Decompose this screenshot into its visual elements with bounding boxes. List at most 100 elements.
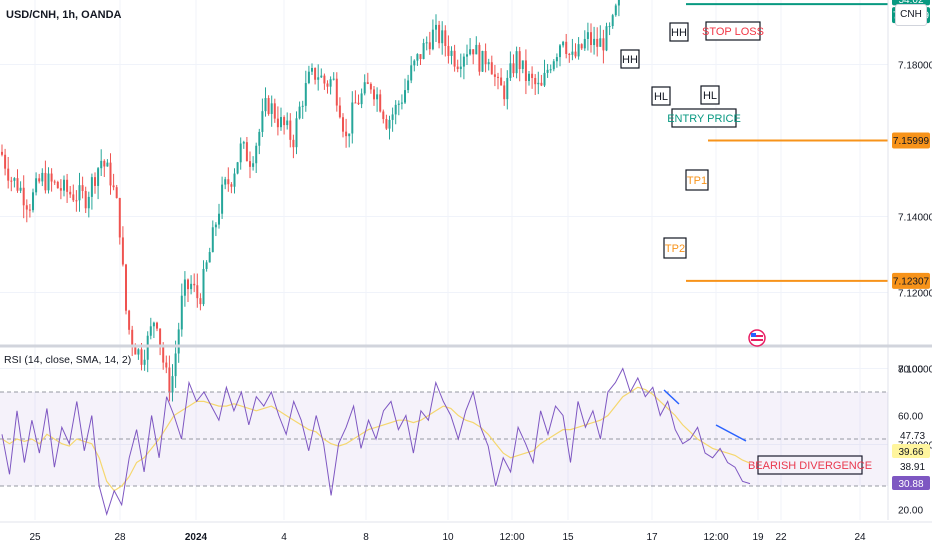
flag-icon[interactable] [748,329,766,347]
candle-body [500,77,503,86]
candle-body [524,60,527,81]
candle-body [187,279,189,290]
candle-body [453,50,456,67]
candle-body [456,66,459,70]
time-tick: 4 [281,532,287,543]
candle-body [376,94,379,100]
time-tick: 10 [442,532,454,543]
candle-body [258,131,261,146]
candle-body [574,51,577,57]
candle-body [301,105,304,107]
candle-body [466,54,468,57]
candle-body [295,118,298,148]
candle-body [90,177,93,197]
rsi-ma-line [1,386,751,492]
candle-body [283,117,286,126]
candle-body [236,162,239,174]
candle-body [159,328,162,348]
candle-body [568,53,571,55]
candle-body [419,54,422,59]
time-tick: 2024 [185,532,208,543]
candle-body [357,102,360,105]
time-axis[interactable]: 25 28 2024 4 8 10 12:00 15 17 19 12:00 22 24 [0,521,932,543]
candle-body [233,173,236,187]
trade-levels [686,3,888,282]
candle-body [109,162,112,186]
time-tick: 12:00 [499,532,524,543]
rsi-signal-bg [892,444,930,458]
rsi-value-badge: 30.88 [898,479,923,490]
currency-selector[interactable]: CNH [895,4,927,26]
candle-body [214,224,217,228]
candle-body [586,32,589,39]
candle-body [180,295,183,330]
candle-body [397,103,400,105]
grid [0,0,888,520]
candle-body [379,94,382,112]
rsi-title[interactable]: RSI (14, close, SMA, 14, 2) [4,354,132,366]
candle-body [66,179,69,192]
candle-body [307,71,310,84]
hl-label-2-box [700,85,720,105]
candle-body [617,0,620,6]
candle-body [404,90,406,103]
candle-body [559,45,561,58]
candle-body [407,80,410,91]
candle-body [503,85,506,100]
candle-body [329,79,332,87]
candle-body [7,168,10,181]
candle-body [450,50,453,56]
candle-body [543,72,546,86]
candle-body [208,252,211,263]
tp2-badge: 7.12307 [893,276,930,287]
candle-body [69,191,72,195]
candle-body [518,51,521,70]
rsi-tick: 80.00 [898,365,923,376]
candle-body [149,326,152,336]
candle-body [53,181,56,183]
candle-body [540,82,543,86]
candle-body [16,178,19,191]
candle-body [276,118,279,128]
candle-body [171,376,174,393]
stop-loss-label-box [705,21,761,41]
time-tick: 22 [775,532,787,543]
candle-body [360,93,363,105]
candle-body [425,42,428,44]
candle-body [230,184,233,187]
candle-body [369,83,372,90]
candle-body [481,50,484,72]
candle-body [174,353,177,377]
candle-body [614,5,617,16]
candle-body [342,117,344,132]
candle-body [125,264,127,311]
candle-body [363,82,366,94]
rsi-line [1,367,751,516]
time-tick: 19 [752,532,764,543]
candle-body [332,78,335,80]
candle-body [338,105,341,118]
candle-body [593,38,596,46]
candle-body [391,114,394,120]
symbol-title[interactable]: USD/CNH, 1h, OANDA [6,9,122,21]
candle-body [487,62,490,65]
candle-body [190,283,193,290]
candle-body [128,310,131,330]
candle-body [10,180,13,182]
candle-body [562,41,565,46]
candle-body [140,349,143,365]
candle-body [608,26,611,28]
candle-body [422,43,425,59]
candle-body [298,106,301,119]
candle-body [50,173,53,182]
candle-body [565,41,568,54]
candle-body [1,151,3,155]
candle-body [549,69,552,71]
candle-body [534,78,537,85]
bearish-divergence-label: BEARISH DIVERGENCE [748,460,872,472]
candle-body [156,322,158,329]
candle-body [596,38,599,47]
candle-body [528,73,530,81]
rsi-value-bg [892,476,930,490]
